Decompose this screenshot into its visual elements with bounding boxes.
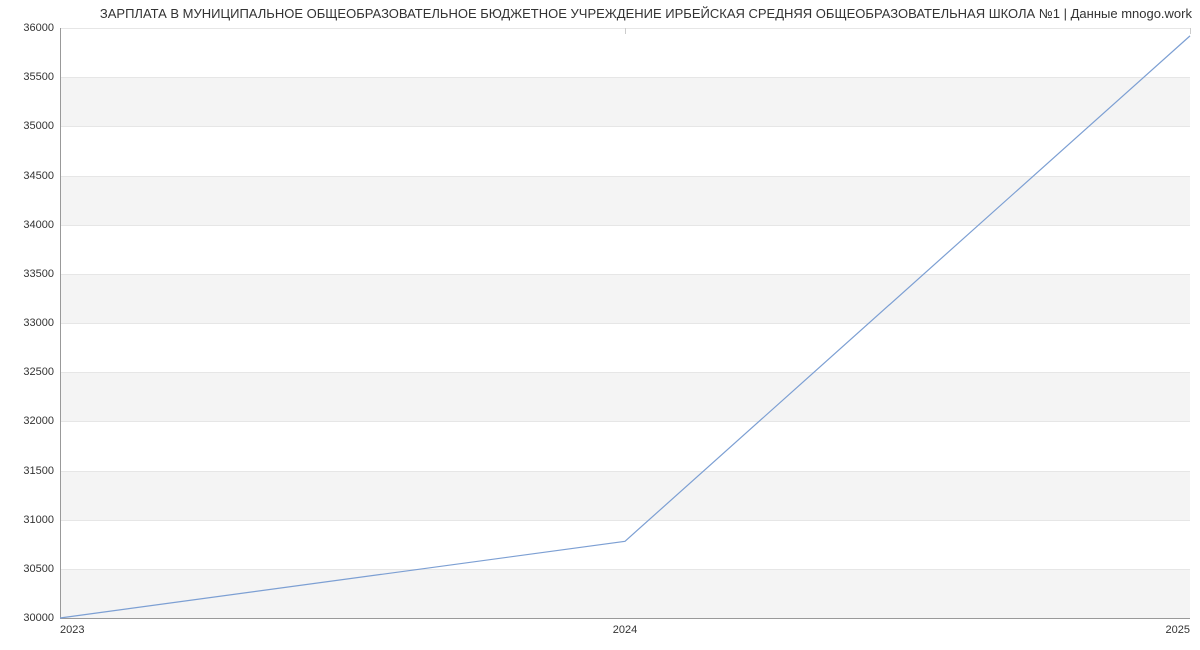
y-tick-label: 32000 bbox=[23, 415, 60, 427]
x-axis-line bbox=[60, 618, 1190, 619]
salary-line-chart: ЗАРПЛАТА В МУНИЦИПАЛЬНОЕ ОБЩЕОБРАЗОВАТЕЛ… bbox=[0, 0, 1200, 650]
y-tick-label: 30000 bbox=[23, 612, 60, 624]
y-tick-label: 34500 bbox=[23, 170, 60, 182]
series-line-salary bbox=[60, 36, 1190, 618]
y-tick-label: 35000 bbox=[23, 120, 60, 132]
y-tick-label: 31500 bbox=[23, 465, 60, 477]
y-tick-label: 33000 bbox=[23, 317, 60, 329]
y-tick-label: 33500 bbox=[23, 268, 60, 280]
y-tick-label: 34000 bbox=[23, 219, 60, 231]
y-tick-label: 32500 bbox=[23, 366, 60, 378]
x-tick-label: 2024 bbox=[613, 618, 637, 636]
plot-area: 3000030500310003150032000325003300033500… bbox=[60, 28, 1190, 618]
x-tick-mark bbox=[1190, 28, 1191, 34]
x-tick-label: 2023 bbox=[60, 618, 84, 636]
y-tick-label: 31000 bbox=[23, 514, 60, 526]
y-tick-label: 35500 bbox=[23, 71, 60, 83]
chart-title: ЗАРПЛАТА В МУНИЦИПАЛЬНОЕ ОБЩЕОБРАЗОВАТЕЛ… bbox=[8, 6, 1192, 21]
x-tick-label: 2025 bbox=[1166, 618, 1190, 636]
line-series bbox=[60, 28, 1190, 618]
y-tick-label: 30500 bbox=[23, 563, 60, 575]
y-tick-label: 36000 bbox=[23, 22, 60, 34]
